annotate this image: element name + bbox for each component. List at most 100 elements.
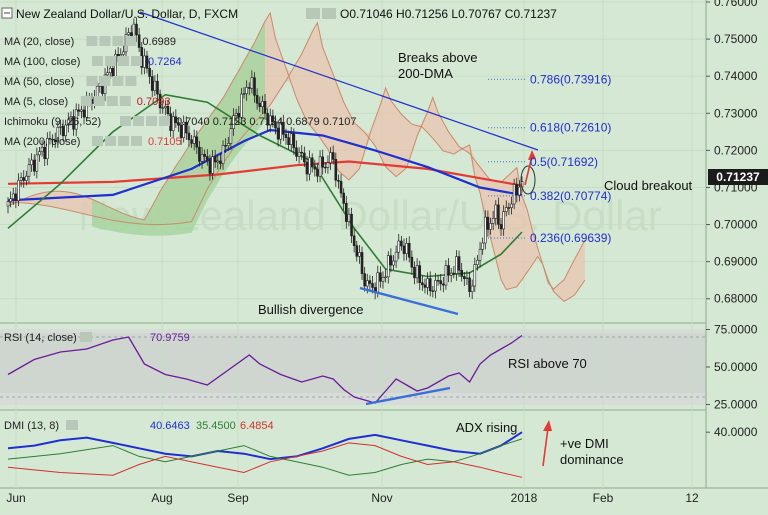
dmi-arrow-head [543,420,552,431]
candle-body [253,77,256,96]
candle-body [261,101,264,107]
time-tick-label: 12 [685,491,699,505]
candle-body [166,106,170,115]
candle-body [347,213,351,222]
candle-body [22,177,26,181]
candle-body [158,93,162,109]
indicator-action-icon [93,96,105,106]
rsi-settings-icon[interactable] [80,332,92,342]
indicator-action-icon [159,116,170,126]
candle-body [478,248,482,261]
breaks-above-line1: Breaks above [398,50,478,65]
candle-body [355,245,359,257]
candle-body [19,177,23,181]
price-tick-label: 0.75000 [714,32,758,46]
candle-body [504,207,508,212]
settings-icon[interactable] [322,8,336,19]
candle-body [156,80,159,95]
candle-body [297,151,301,157]
candle-body [436,280,440,282]
last-price-badge: 0.71237 [708,169,768,185]
candle-body [499,224,503,230]
candle-body [198,146,201,162]
indicator-value: 0.7264 [148,56,182,68]
candle-body [200,154,204,162]
candle-body [386,255,390,278]
time-tick-label: 2018 [511,491,538,505]
candle-body [95,85,99,98]
candle-body [6,201,10,207]
minus-di-value: 6.4854 [240,420,274,432]
price-tick-label: 0.72000 [714,143,758,157]
dmi-header: DMI (13, 8) 40.6463 35.4500 6.4854 [4,420,274,432]
candle-body [224,145,227,147]
candle-body [38,151,41,156]
candle-body [316,168,319,177]
indicator-legend: MA (20, close) 0.6989 MA (100, close) 0.726… [4,36,356,148]
eye-icon[interactable] [306,8,320,19]
candle-body [413,266,416,279]
fib-level-label: 0.5(0.71692) [530,155,598,169]
ohlc-readout: O0.71046 H0.71256 L0.70767 C0.71237 [340,7,557,21]
breaks-above-annotation: Breaks above 200-DMA [398,50,481,81]
time-tick-label: Sep [227,491,249,505]
price-tick-label: 0.68000 [714,292,758,306]
candle-body [389,255,393,266]
time-tick-label: Nov [371,491,392,505]
indicator-value: 0.6989 [142,36,176,48]
candle-body [82,109,86,118]
dmi-settings-icon[interactable] [66,420,78,430]
candle-body [287,137,290,145]
candle-body [240,93,243,118]
dmi-label: DMI (13, 8) [4,420,59,432]
candle-body [206,156,209,161]
candle-body [483,216,487,244]
candle-body [352,235,356,246]
candle-body [56,127,60,143]
bullish-divergence-annotation: Bullish divergence [258,302,364,317]
candle-body [439,280,443,285]
candle-body [234,113,238,116]
candle-body [195,136,199,148]
fib-level-label: 0.236(0.69639) [530,231,611,245]
candle-body [489,223,492,230]
candle-body [460,269,463,277]
cloud-span-a [7,11,586,303]
candle-body [116,54,120,57]
candle-body [381,277,385,282]
indicator-action-icon [92,136,103,146]
candle-body [470,285,474,292]
candle-body [344,203,348,222]
indicator-value: 0.7105 [148,136,182,148]
dmi-line1: +ve DMI [560,436,609,451]
candle-body [242,93,246,95]
candle-body [397,240,401,253]
indicator-action-icon [105,136,116,146]
indicator-action-icon [120,116,131,126]
candle-body [122,51,125,55]
candle-body [337,179,340,182]
rsi-tick-label: 50.0000 [714,360,758,374]
candle-body [226,143,230,146]
candle-body [376,272,380,293]
candle-body [61,126,65,137]
candle-body [368,280,372,284]
dmi-arrow-shaft [542,427,549,467]
candle-body [148,68,151,77]
candle-body [407,242,411,258]
candle-body [465,277,469,279]
rsi-tick-label: 25.0000 [714,398,758,412]
candle-body [72,116,75,130]
indicator-label: Ichimoku (9, 26, 52) [4,116,101,128]
indicator-label: MA (200, close) [4,136,80,148]
candle-body [258,102,262,107]
candle-body [11,193,15,200]
candle-body [185,121,188,134]
candle-body [342,192,345,204]
breakout-arrow-head [528,150,536,160]
indicator-action-icon [133,116,144,126]
candle-body [216,160,220,163]
candle-body [237,113,241,118]
rsi-tick-label: 75.0000 [714,323,758,337]
